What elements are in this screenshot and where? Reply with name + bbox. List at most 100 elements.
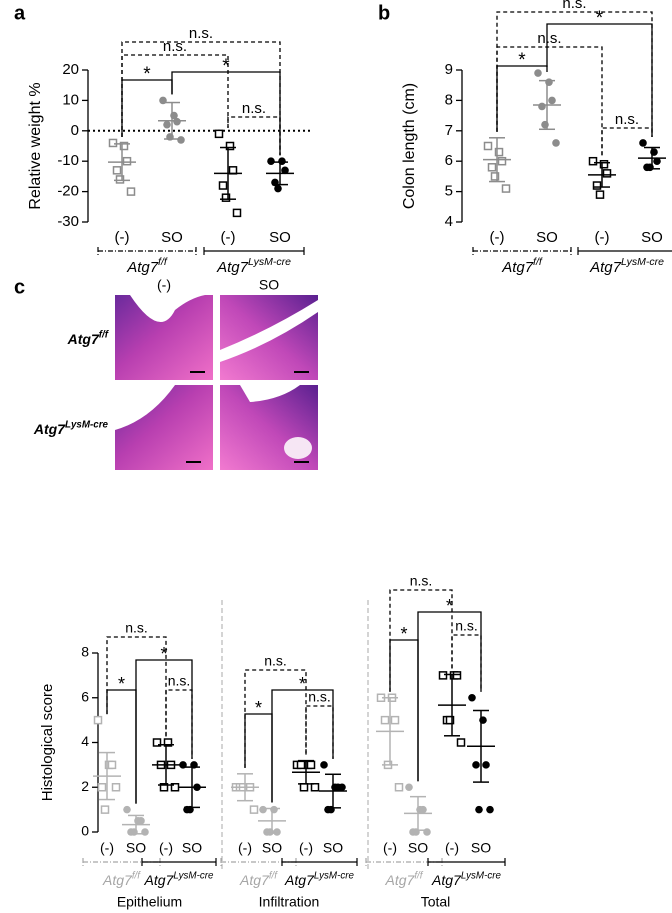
genotype-name: Atg7 — [144, 872, 175, 888]
lumen — [130, 295, 205, 322]
x-tick-label: SO — [323, 840, 343, 856]
x-tick-label: SO — [126, 840, 146, 856]
genotype-name: Atg7 — [239, 872, 270, 888]
significance-label: * — [255, 698, 262, 718]
significance-bracket — [389, 639, 419, 782]
x-tick-label: SO — [269, 229, 291, 246]
x-tick-label: (-) — [159, 840, 173, 856]
data-point — [639, 139, 647, 147]
data-point — [296, 760, 306, 770]
lumen — [115, 385, 175, 430]
data-point — [112, 166, 122, 175]
y-tick-label: 10 — [62, 91, 79, 108]
data-point — [221, 193, 231, 202]
data-point — [419, 805, 427, 814]
genotype-label: Atg7f/f — [67, 329, 110, 347]
data-point — [281, 166, 289, 175]
significance-label: n.s. — [537, 30, 561, 47]
significance-label: n.s. — [163, 38, 187, 55]
genotype-sup: f/f — [132, 870, 141, 881]
data-point — [482, 761, 490, 769]
x-tick-label: SO — [536, 229, 558, 246]
genotype-name: Atg7 — [102, 872, 133, 888]
data-point — [259, 805, 267, 814]
data-point — [456, 738, 466, 747]
data-point — [306, 760, 316, 770]
data-point — [232, 208, 242, 218]
genotype-name: Atg7 — [385, 872, 416, 888]
significance-bracket — [601, 127, 653, 156]
data-point — [534, 69, 542, 77]
data-point — [126, 187, 136, 196]
genotype-label: Atg7f/f — [126, 256, 168, 276]
significance-bracket — [227, 116, 281, 156]
significance-label: * — [160, 644, 167, 664]
genotype-line — [472, 247, 572, 255]
x-tick-label: SO — [182, 840, 202, 856]
significance-label: * — [222, 56, 230, 77]
y-tick-label: 6 — [445, 152, 453, 169]
significance-bracket — [451, 634, 482, 692]
genotype-line — [203, 247, 305, 255]
panel-label: c — [14, 276, 25, 298]
significance-bracket — [121, 41, 281, 156]
significance-bracket — [244, 713, 273, 803]
x-tick-label: (-) — [383, 840, 397, 856]
genotype-name: Atg7 — [431, 872, 462, 888]
significance-bracket — [305, 705, 334, 759]
genotype-label: Atg7f/f — [239, 870, 278, 888]
data-point — [394, 783, 404, 792]
data-point — [452, 671, 462, 680]
significance-label: * — [400, 624, 407, 644]
data-point — [173, 117, 181, 126]
y-tick-label: 8 — [445, 91, 453, 108]
data-point — [588, 156, 598, 166]
x-tick-label: (-) — [445, 840, 459, 856]
significance-bracket — [106, 636, 167, 737]
significance-bracket — [546, 23, 653, 137]
x-tick-label: SO — [262, 840, 282, 856]
section-label: Total — [421, 894, 451, 910]
x-tick-label: (-) — [221, 229, 236, 246]
x-tick-label: (-) — [100, 840, 114, 856]
y-tick-label: 9 — [445, 61, 453, 78]
data-point — [273, 828, 281, 836]
significance-bracket — [121, 79, 173, 137]
data-point — [423, 828, 431, 836]
data-point — [177, 136, 185, 144]
data-point — [274, 184, 282, 193]
significance-label: n.s. — [168, 673, 191, 689]
data-point — [123, 805, 131, 814]
significance-label: n.s. — [410, 573, 433, 589]
data-point — [214, 129, 224, 139]
y-tick-label: 6 — [81, 688, 89, 704]
genotype-sup: LysM-cre — [248, 256, 291, 268]
lumen — [240, 385, 300, 402]
significance-label: n.s. — [189, 25, 213, 42]
section-label: Infiltration — [259, 894, 320, 910]
x-tick-label: (-) — [490, 229, 505, 246]
significance-label: * — [596, 8, 604, 29]
y-tick-label: 4 — [81, 733, 89, 749]
y-axis-title: Histological score — [39, 684, 56, 802]
genotype-label: Atg7f/f — [501, 256, 543, 276]
y-tick-label: 0 — [81, 823, 89, 839]
data-point — [122, 156, 132, 166]
genotype-line — [141, 858, 217, 866]
genotype-sup: f/f — [269, 870, 278, 881]
y-axis-title: Relative weight % — [27, 82, 44, 209]
data-point — [299, 783, 309, 792]
genotype-name: Atg7 — [126, 259, 159, 276]
x-tick-label: (-) — [299, 840, 313, 856]
data-point — [163, 738, 173, 747]
data-point — [445, 715, 455, 725]
genotype-label: Atg7LysM-cre — [284, 870, 354, 888]
genotype-line — [577, 247, 672, 255]
data-point — [438, 671, 448, 680]
data-point — [320, 761, 328, 769]
genotype-name: Atg7 — [67, 331, 100, 347]
genotype-sup: f/f — [158, 256, 168, 268]
y-tick-label: 0 — [71, 122, 79, 139]
genotype-sup: LysM-cre — [65, 419, 109, 430]
